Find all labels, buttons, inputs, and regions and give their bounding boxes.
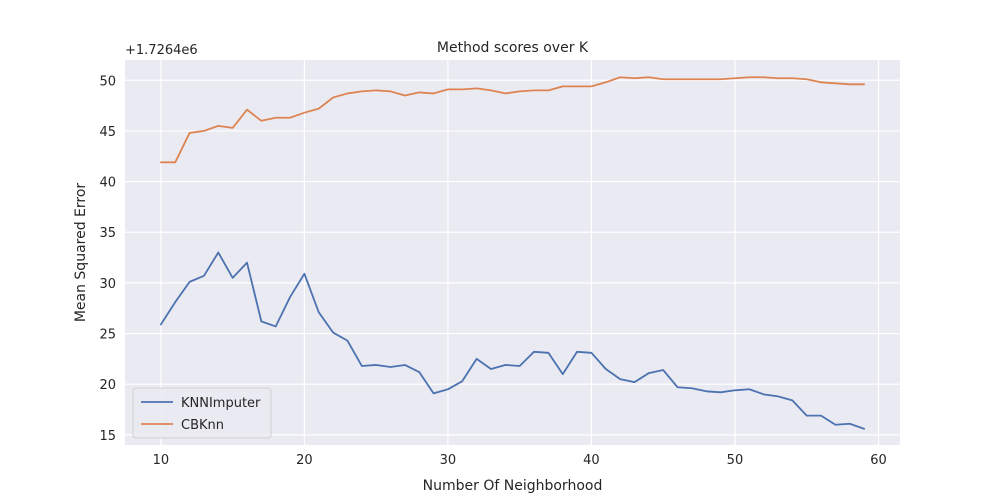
legend-box [132,387,272,439]
y-axis-label: Mean Squared Error [73,183,89,323]
y-tick-label: 30 [99,277,116,292]
y-tick-label: 15 [99,429,116,444]
series-line-knnimputer [159,251,866,430]
series-line-cbknn [159,76,866,164]
legend: KNNImputer CBKnn [132,387,272,439]
x-tick-label: 50 [727,453,744,468]
chart-title: Method scores over K [437,40,589,56]
x-tick-label: 40 [583,453,600,468]
y-tick-label: 20 [99,378,116,393]
x-tick-label: 10 [153,453,170,468]
legend-label-knnimputer: KNNImputer [181,396,261,411]
series-lines [159,76,866,430]
y-tick-label: 25 [99,328,116,343]
y-tick-label: 45 [99,125,116,140]
x-axis-label: Number Of Neighborhood [423,478,603,494]
y-tick-label: 35 [99,226,116,241]
tick-labels: 10 20 30 40 50 60 15 20 25 30 35 40 45 50 [99,74,886,468]
y-tick-label: 40 [99,176,116,191]
y-offset-label: +1.7264e6 [125,43,198,58]
x-tick-label: 20 [296,453,313,468]
grid [125,60,900,445]
plot-area [125,60,900,445]
x-tick-label: 60 [870,453,887,468]
x-tick-label: 30 [440,453,457,468]
y-tick-label: 50 [99,74,116,89]
legend-label-cbknn: CBKnn [181,418,224,433]
